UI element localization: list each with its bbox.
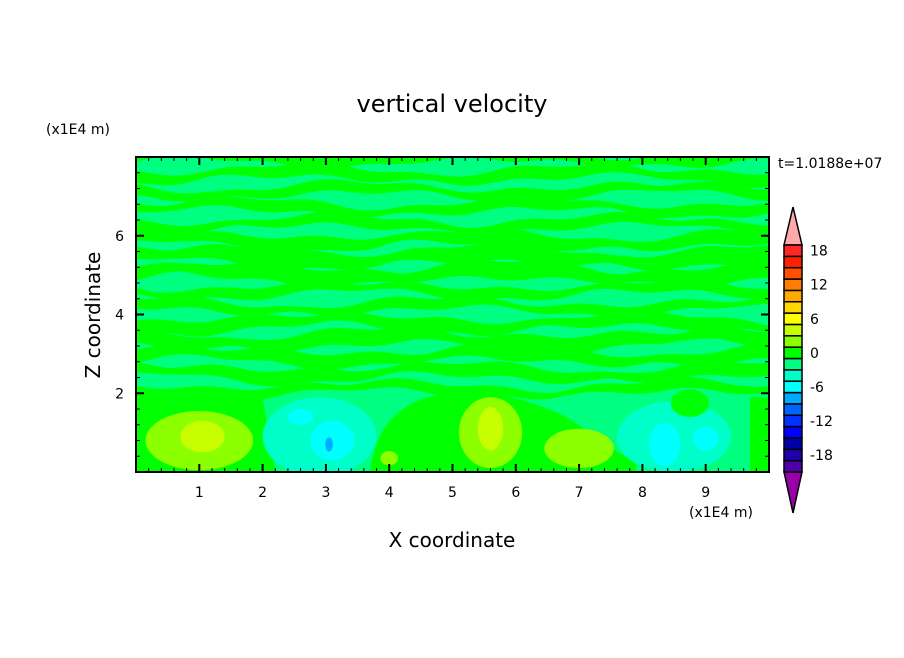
x-axis-label: X coordinate [389,528,516,552]
axis-ticks: 1 2 3 4 5 6 7 8 9 2 4 6 [115,157,770,501]
colorbar-box [783,357,803,371]
contour-field [136,157,769,472]
contour-blob [648,422,681,467]
colorbar-label: -6 [810,380,824,396]
x-tick-label: 7 [575,485,584,501]
contour-band [136,227,769,254]
contour-blob [180,420,225,453]
time-label: t=1.0188e+07 [778,156,882,172]
x-tick-label: 4 [385,485,394,501]
colorbar-box [783,312,803,326]
colorbar-box [783,278,803,292]
x-tick-label: 6 [511,485,520,501]
contour-band [136,360,769,387]
contour-blob [380,451,399,466]
x-unit-label: (x1E4 m) [689,505,753,521]
chart-title: vertical velocity [357,90,548,118]
colorbar-box [783,301,803,314]
contour-region [750,397,769,472]
colorbar-box [783,289,803,303]
contour-band [136,343,769,371]
y-unit-label: (x1E4 m) [46,122,110,138]
colorbar-box [783,403,803,416]
y-tick-label: 4 [115,308,124,324]
colorbar-box [783,425,803,439]
contour-band [136,179,769,202]
x-tick-label: 2 [258,485,267,501]
y-axis-label: Z coordinate [81,252,105,379]
contour-band [136,157,769,171]
y-tick-label: 6 [115,229,124,245]
colorbar-label: 6 [810,312,819,328]
contour-band [136,161,769,188]
contour-band [136,195,769,219]
x-tick-label: 9 [701,485,710,501]
contour-blob [544,428,614,469]
colorbar-label: 0 [810,346,819,362]
colorbar-label: -18 [810,448,833,464]
colorbar-label: -12 [810,414,833,430]
contour-band [136,326,769,355]
colorbar-under-triangle [783,471,803,514]
colorbar-box [783,244,803,258]
contour-blob [477,407,504,451]
contour-band [136,295,769,319]
contour-blob [693,426,719,451]
contour-blob [287,409,314,425]
colorbar-box [783,437,803,451]
colorbar-box [783,266,803,280]
colorbar-box [783,380,803,394]
x-tick-label: 3 [321,485,330,501]
y-tick-label: 2 [115,386,124,402]
contour-band [136,376,769,401]
contour-blob [310,420,355,461]
contour-band [136,211,769,237]
contour-blob [325,437,333,452]
colorbar-label: 12 [810,278,828,294]
colorbar: 18 12 6 0 -6 -12 -18 [783,206,833,514]
colorbar-box [783,335,803,348]
colorbar-box [783,255,803,269]
colorbar-over-triangle [783,206,803,246]
x-tick-label: 1 [195,485,204,501]
x-tick-label: 8 [638,485,647,501]
colorbar-box [783,369,803,382]
contour-blob [670,389,709,417]
colorbar-box [783,346,803,360]
contour-band [136,241,769,271]
x-tick-label: 5 [448,485,457,501]
colorbar-label: 18 [810,244,828,260]
colorbar-box [783,448,803,462]
colorbar-box [783,459,803,473]
colorbar-box [783,414,803,428]
colorbar-box [783,323,803,337]
colorbar-box [783,391,803,405]
